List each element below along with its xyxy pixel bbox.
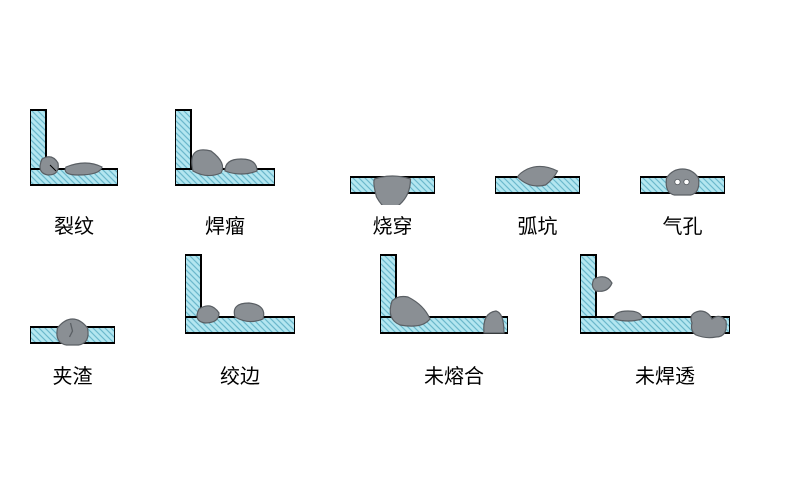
- defect-crack: [30, 105, 118, 200]
- defect-nopenetrate: [580, 250, 730, 348]
- defect-crack-svg: [30, 105, 118, 200]
- defect-burnthrough: [350, 155, 435, 205]
- label-nopenetrate: 未焊透: [635, 360, 695, 389]
- label-crater: 弧坑: [518, 210, 558, 239]
- defect-nofusion-svg: [380, 250, 508, 348]
- label-swelling: 焊瘤: [205, 210, 245, 239]
- label-undercut: 绞边: [220, 360, 260, 389]
- defect-nofusion: [380, 250, 508, 348]
- label-slag: 夹渣: [53, 360, 93, 389]
- defect-slag-svg: [30, 305, 115, 355]
- defect-crater: [495, 155, 580, 205]
- defect-porosity-svg: [640, 155, 725, 205]
- defect-nopenetrate-svg: [580, 250, 730, 348]
- label-crack: 裂纹: [54, 210, 94, 239]
- welding-defects-diagram: 裂纹 焊瘤 烧穿 弧坑 气孔 夹渣 绞边 未熔合: [0, 0, 800, 500]
- defect-burnthrough-svg: [350, 155, 435, 205]
- defect-crater-svg: [495, 155, 580, 205]
- defect-undercut: [185, 250, 295, 348]
- defect-swelling-svg: [175, 105, 275, 200]
- label-burnthrough: 烧穿: [373, 210, 413, 239]
- label-porosity: 气孔: [663, 210, 703, 239]
- defect-porosity: [640, 155, 725, 205]
- label-nofusion: 未熔合: [424, 360, 484, 389]
- defect-swelling: [175, 105, 275, 200]
- defect-slag: [30, 305, 115, 355]
- defect-undercut-svg: [185, 250, 295, 348]
